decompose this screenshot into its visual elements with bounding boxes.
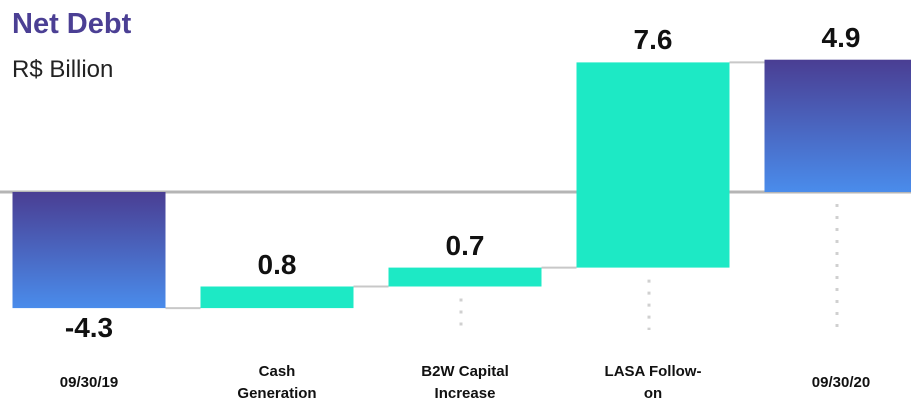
x-tick-label: B2W Capital Increase	[421, 363, 509, 402]
bar	[12, 192, 166, 309]
value-label: 0.8	[257, 248, 297, 280]
bar	[764, 59, 911, 193]
chart-subtitle: R$ Billion	[12, 56, 114, 83]
value-label: 7.6	[633, 24, 673, 56]
chart-title: Net Debt	[12, 8, 132, 40]
x-tick-label: LASA Follow-on	[604, 363, 702, 402]
bar	[200, 286, 354, 309]
x-tick-label: Cash Generation	[237, 363, 317, 402]
value-label: -4.3	[64, 312, 114, 344]
value-label: 0.7	[445, 229, 485, 261]
value-label: 4.9	[821, 21, 861, 53]
bar	[388, 267, 542, 287]
x-tick-label: 09/30/20	[811, 374, 871, 391]
x-tick-label: 09/30/19	[59, 374, 119, 391]
bar	[576, 62, 730, 268]
